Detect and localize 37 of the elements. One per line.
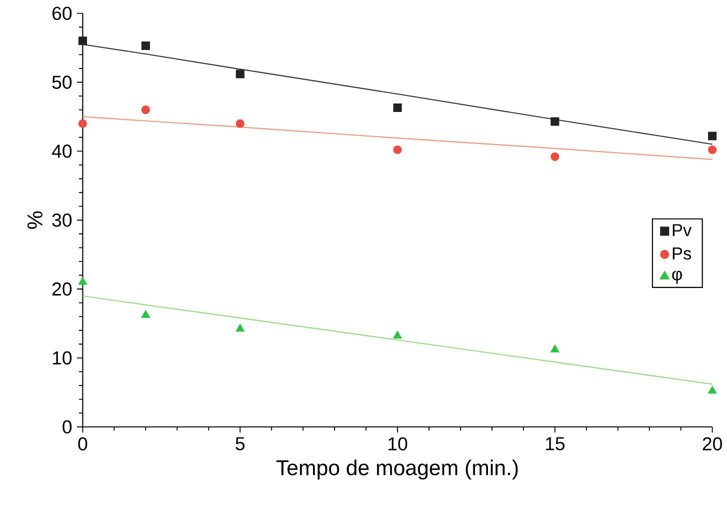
legend-label: Ps [672,248,692,260]
point [141,106,150,114]
point [393,104,402,112]
point [236,119,244,128]
x-tick-label: 10 [388,437,408,451]
x-axis-title: Tempo de moagem (min.) [276,460,518,480]
legend-label: φ [672,270,682,284]
point [236,70,244,78]
x-tick-label: 5 [236,437,245,450]
point [141,42,150,50]
y-tick-label: 50 [52,76,72,89]
point [550,344,560,352]
point [708,386,717,394]
y-tick-label: 40 [52,144,72,158]
point [78,277,88,285]
point [393,146,402,154]
x-tick-label: 0 [78,437,88,451]
point [236,324,245,332]
x-tick-label: 15 [546,437,565,450]
x-tick-label: 20 [702,437,722,451]
line-series [82,116,713,160]
point [550,152,560,162]
y-tick-label: 30 [52,214,72,227]
line-series [82,295,713,385]
point [708,146,717,154]
y-axis-title: % [27,211,42,229]
y-tick-label: 60 [52,6,72,20]
point [550,117,560,126]
point [78,119,87,128]
point [708,132,717,140]
point [393,330,402,339]
point [78,36,87,46]
point [141,310,150,318]
y-tick-label: 0 [62,420,72,434]
y-tick-label: 20 [52,282,72,296]
y-tick-label: 10 [52,351,72,365]
legend-label: Pv [672,224,692,236]
